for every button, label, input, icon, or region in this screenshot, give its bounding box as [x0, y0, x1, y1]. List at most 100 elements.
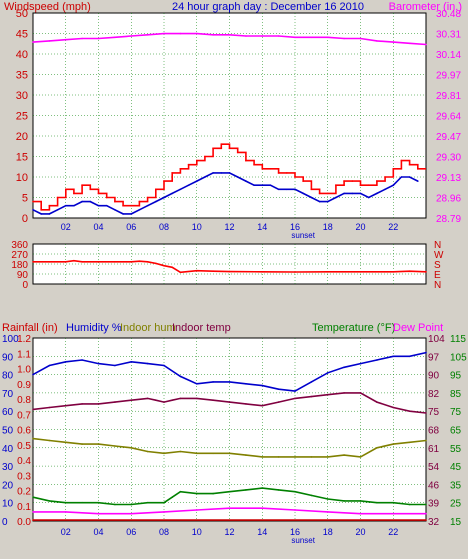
humidity-line-point — [65, 361, 67, 363]
indoor-temp-line-point — [408, 410, 411, 413]
hum-y-tick: 80 — [2, 371, 14, 382]
temperature-line-point — [294, 490, 296, 493]
temperature-line-point — [245, 489, 247, 491]
wind-gust-line-point — [286, 172, 288, 174]
x-tick-label: 08 — [159, 222, 169, 232]
wind-gust-line-point — [310, 188, 313, 191]
dew-point-line-point — [327, 511, 329, 513]
temperature-line-point — [376, 501, 378, 504]
rain-axis-title: Rainfall (in) — [2, 322, 58, 334]
wind-avg-line-point — [302, 192, 305, 195]
humidity-line-point — [130, 361, 133, 363]
temp-outer-y-tick: 46 — [428, 480, 440, 491]
humidity-line-point — [408, 355, 411, 358]
baro-y-tick: 30.31 — [436, 30, 461, 41]
wind-gust-line-point — [245, 159, 247, 162]
indoor-temp-line-point — [228, 401, 231, 403]
indoor-hum-line-point — [130, 447, 133, 449]
dir-y-tick: 90 — [17, 270, 29, 281]
wind-direction-line-point — [48, 261, 51, 263]
x-tick-label: 20 — [355, 222, 365, 232]
wind-y-tick: 45 — [16, 29, 28, 41]
wind-direction-line-point — [228, 270, 231, 273]
wind-direction-line-point — [155, 262, 157, 265]
wind-gust-line-point — [187, 163, 190, 166]
temp-inner-y-tick: 35 — [450, 480, 462, 491]
wind-direction-line-point — [327, 271, 329, 273]
temperature-line-point — [327, 498, 329, 500]
barometer-line-point — [32, 41, 34, 43]
rainfall-line-point — [425, 519, 427, 521]
wind-avg-line-point — [318, 200, 321, 203]
wind-avg-line-point — [114, 209, 116, 211]
wind-gust-line-point — [40, 209, 42, 211]
wind-direction-line-point — [294, 271, 296, 273]
temperature-line-point — [212, 492, 214, 495]
barometer-line-point — [97, 37, 100, 40]
indoor-hum-line-point — [146, 450, 149, 453]
wind-avg-line-point — [81, 200, 83, 203]
hum-axis-title: Humidity % — [66, 322, 122, 334]
x-tick-label: 16 — [290, 222, 300, 232]
temp-outer-y-tick: 68 — [428, 426, 440, 437]
temp-inner-y-tick: 85 — [450, 389, 462, 400]
barometer-line-point — [114, 36, 116, 39]
wind-gust-line — [33, 143, 426, 211]
x-tick-label: 18 — [323, 527, 333, 537]
wind-gust-line-point — [400, 159, 403, 162]
humidity-line-point — [245, 383, 247, 385]
wind-gust-line-point — [163, 180, 165, 182]
humidity-line-point — [32, 373, 34, 376]
rain-y-tick: 0.0 — [17, 517, 31, 528]
wind-avg-line-point — [310, 196, 313, 199]
dir-y-tick: 0 — [22, 280, 28, 291]
temperature-line-point — [408, 503, 411, 506]
indoor-hum-line-point — [212, 452, 214, 455]
wind-avg-line-point — [146, 204, 149, 207]
wind-avg-line-point — [384, 188, 386, 191]
wind-gust-line-point — [212, 147, 214, 150]
indoor-hum-line-point — [81, 443, 83, 445]
temperature-line-point — [163, 501, 165, 504]
indoor-temp-line-point — [114, 401, 116, 403]
humidity-line-point — [343, 366, 345, 369]
wind-gust-line-point — [97, 192, 100, 195]
wind-gust-line-point — [343, 180, 345, 182]
compass-label: N — [434, 240, 441, 251]
temperature-line-point — [146, 501, 149, 504]
baro-axis-title: Barometer (in.) — [389, 1, 462, 13]
wind-avg-line-point — [179, 188, 182, 191]
wind-gust-line-point — [302, 180, 305, 182]
wind-direction-line-point — [97, 261, 100, 263]
wind-avg-line-point — [253, 184, 255, 186]
dew-point-line-point — [294, 509, 296, 511]
barometer-line-point — [408, 42, 411, 45]
temperature-line-point — [261, 487, 264, 489]
indoor-temp-line-point — [310, 395, 313, 398]
humidity-line-point — [261, 384, 264, 387]
wind-gust-line-point — [56, 196, 59, 199]
indoor-hum-line-point — [65, 441, 67, 444]
indoor-temp-line-point — [261, 404, 264, 407]
rain-y-tick: 0.4 — [17, 456, 31, 467]
indoor-temp-axis-title: Indoor temp — [172, 322, 231, 334]
temperature-line-point — [196, 492, 198, 495]
temperature-line-point — [130, 503, 133, 506]
temp-outer-y-tick: 39 — [428, 499, 440, 510]
wind-y-tick: 50 — [16, 8, 28, 20]
wind-avg-line-point — [261, 184, 264, 186]
compass-label: W — [434, 250, 444, 261]
dew-point-line-point — [163, 511, 165, 513]
indoor-hum-line-point — [97, 443, 100, 445]
x-tick-label: 02 — [61, 222, 71, 232]
wind-avg-line-point — [32, 209, 34, 211]
baro-y-tick: 29.81 — [436, 91, 461, 102]
temperature-line-point — [359, 500, 362, 502]
x-tick-label: 12 — [224, 222, 234, 232]
wind-avg-line — [32, 172, 419, 215]
indoor-hum-line-point — [245, 454, 247, 456]
barometer-line-point — [196, 32, 198, 35]
barometer-line-point — [327, 36, 329, 39]
baro-y-tick: 29.30 — [436, 153, 461, 164]
wind-avg-line-point — [130, 213, 133, 215]
